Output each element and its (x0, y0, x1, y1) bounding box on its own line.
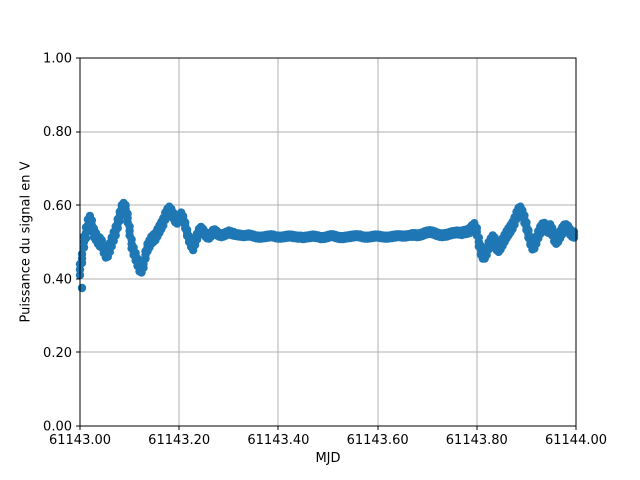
y-axis-label: Puissance du signal en V (18, 161, 34, 323)
y-tick-label: 0.20 (43, 346, 72, 361)
x-tick-label: 61143.20 (148, 433, 210, 448)
x-tick-label: 61144.00 (545, 433, 607, 448)
y-tick-label: 0.60 (43, 199, 72, 214)
x-tick-label: 61143.80 (446, 433, 508, 448)
y-tick-label: 1.00 (43, 52, 72, 67)
axes-spines (79, 57, 577, 427)
y-tick-label: 0.40 (43, 272, 72, 287)
y-tick-label: 0.00 (43, 420, 72, 435)
y-tick-label: 0.80 (43, 125, 72, 140)
tick-marks (76, 57, 577, 430)
x-tick-label: 61143.00 (49, 433, 111, 448)
x-tick-label: 61143.40 (247, 433, 309, 448)
x-tick-label: 61143.60 (347, 433, 409, 448)
x-tick-labels: 61143.00 61143.20 61143.40 61143.60 61143.80… (49, 433, 607, 448)
data-points (75, 198, 579, 293)
x-axis-label: MJD (315, 451, 341, 466)
y-tick-labels: 0.00 0.20 0.40 0.60 0.80 1.00 (43, 52, 72, 435)
